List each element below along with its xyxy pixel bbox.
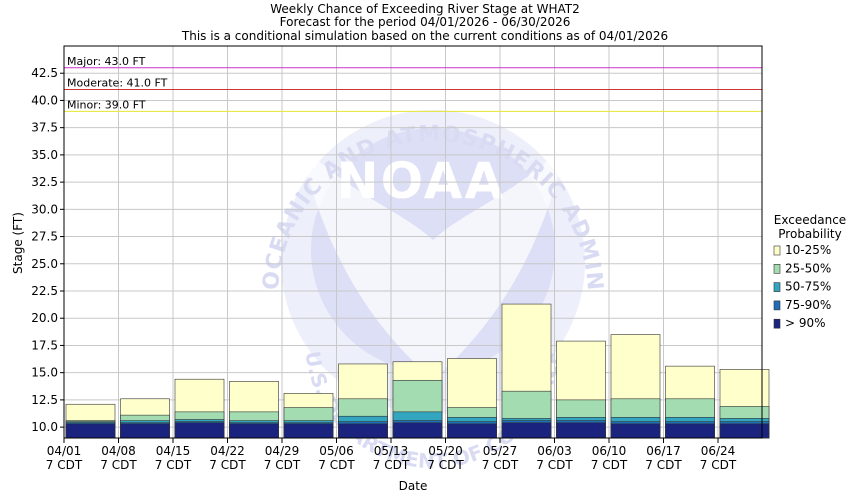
legend-label: 10-25%: [785, 243, 831, 257]
x-tick-label: 06/03: [537, 444, 572, 458]
y-tick-label: 27.5: [31, 230, 58, 244]
bar-segment: [556, 422, 606, 439]
bar-segment: [610, 423, 661, 439]
x-tick-sublabel: 7 CDT: [536, 458, 573, 472]
chart-title-line-2: Forecast for the period 04/01/2026 - 06/…: [280, 15, 571, 29]
x-tick-label: 05/20: [428, 444, 463, 458]
x-tick-label: 05/13: [374, 444, 409, 458]
legend-label: 25-50%: [785, 261, 831, 275]
y-tick-label: 37.5: [31, 121, 58, 135]
x-tick-label: 04/29: [265, 444, 300, 458]
x-tick-label: 06/10: [592, 444, 627, 458]
chart-title-line-3: This is a conditional simulation based o…: [181, 29, 668, 43]
x-tick-sublabel: 7 CDT: [591, 458, 628, 472]
bar-segment: [174, 422, 225, 439]
axes: 10.0 12.5 15.0 17.5 20.0 22.5 25.0 27.5 30.0 32.5…: [31, 45, 763, 472]
y-tick-label: 32.5: [31, 175, 58, 189]
legend-label: 75-90%: [785, 298, 831, 312]
y-tick-label: 20.0: [31, 311, 58, 325]
x-tick-label: 05/27: [483, 444, 518, 458]
legend-swatch: [773, 318, 781, 329]
y-tick-label: 30.0: [31, 202, 58, 216]
legend-swatch: [773, 245, 781, 256]
bar-segment: [392, 422, 443, 439]
y-tick-label: 42.5: [31, 66, 58, 80]
flood-threshold-lines: Major: 43.0 FT Moderate: 41.0 FT Minor: 39…: [64, 55, 762, 112]
x-tick-sublabel: 7 CDT: [700, 458, 737, 472]
x-tick-label: 04/08: [101, 444, 136, 458]
legend-swatch: [773, 282, 781, 292]
x-axis-title: Date: [399, 479, 428, 493]
x-tick-sublabel: 7 CDT: [645, 458, 682, 472]
x-tick-sublabel: 7 CDT: [482, 458, 519, 472]
x-tick-sublabel: 7 CDT: [427, 458, 464, 472]
x-tick-label: 05/06: [319, 444, 354, 458]
legend-title-line-2: Probability: [778, 227, 841, 241]
y-tick-label: 40.0: [31, 93, 58, 107]
x-tick-label: 04/22: [210, 444, 245, 458]
threshold-label: Major: 43.0 FT: [67, 55, 146, 68]
chart-title-line-1: Weekly Chance of Exceeding River Stage a…: [270, 2, 579, 16]
x-tick-label: 04/01: [47, 444, 82, 458]
plot-border: [63, 45, 763, 439]
watermark-noaa-text: NOAA: [337, 152, 505, 210]
y-tick-label: 35.0: [31, 148, 58, 162]
bar-segment: [229, 423, 279, 439]
legend: Exceedance Probability 10-25% 25-50% 50-75…: [773, 213, 846, 330]
x-tick-sublabel: 7 CDT: [373, 458, 410, 472]
y-tick-label: 12.5: [31, 393, 58, 407]
y-tick-label: 22.5: [31, 284, 58, 298]
bar-segment: [447, 423, 497, 439]
y-tick-label: 10.0: [31, 420, 58, 434]
x-tick-label: 04/15: [156, 444, 191, 458]
bar-segment: [501, 422, 552, 439]
y-axis-title: Stage (FT): [11, 212, 25, 274]
threshold-label: Moderate: 41.0 FT: [67, 77, 168, 90]
bar-segment: [120, 423, 170, 439]
legend-label: 50-75%: [785, 280, 831, 294]
y-tick-label: 25.0: [31, 257, 58, 271]
x-tick-sublabel: 7 CDT: [155, 458, 192, 472]
bar-segment: [338, 423, 388, 439]
y-tick-label: 17.5: [31, 338, 58, 352]
y-tick-label: 15.0: [31, 366, 58, 380]
x-tick-sublabel: 7 CDT: [264, 458, 301, 472]
x-tick-label: 06/17: [646, 444, 681, 458]
bar-segment: [283, 423, 334, 439]
legend-title-line-1: Exceedance: [774, 213, 846, 227]
x-tick-sublabel: 7 CDT: [318, 458, 355, 472]
legend-swatch: [773, 300, 781, 311]
bar-segment: [665, 423, 715, 439]
threshold-label: Minor: 39.0 FT: [67, 98, 146, 111]
legend-label: > 90%: [785, 316, 826, 330]
legend-swatch: [773, 263, 781, 274]
x-tick-sublabel: 7 CDT: [209, 458, 246, 472]
x-tick-sublabel: 7 CDT: [100, 458, 137, 472]
x-tick-sublabel: 7 CDT: [46, 458, 83, 472]
bar-segment: [65, 423, 116, 439]
x-tick-label: 06/24: [701, 444, 736, 458]
